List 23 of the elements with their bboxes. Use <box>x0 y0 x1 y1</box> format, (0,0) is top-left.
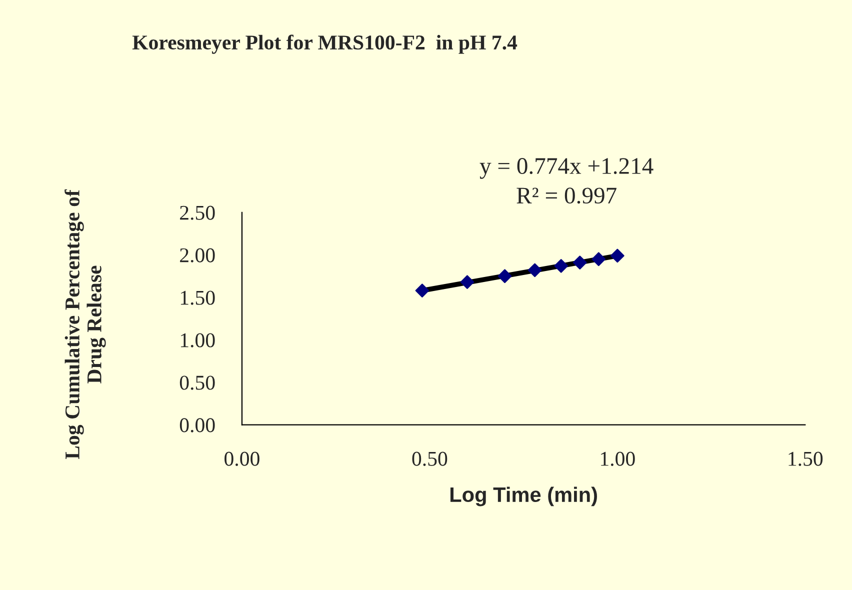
text: R² = 0.997 <box>516 188 616 204</box>
point <box>554 259 568 273</box>
point <box>498 269 512 284</box>
y-tick-label: 0.00 <box>180 418 215 432</box>
x-tick-label: 1.00 <box>601 452 635 466</box>
chart-title: Koresmeyer Plot for MRS100-F2 in pH 7.4 <box>132 34 518 54</box>
y-tick-label: 1.50 <box>180 290 215 305</box>
point <box>415 284 430 298</box>
y-tick-label: 2.50 <box>180 206 215 220</box>
point <box>528 263 542 278</box>
x-tick-label: 1.50 <box>788 452 823 466</box>
y-axis-title: Log Cumulative Percentage of Drug Release <box>64 189 106 460</box>
point <box>592 252 606 266</box>
y-tick-label: 2.00 <box>180 248 215 262</box>
point <box>610 248 624 263</box>
point <box>572 256 587 270</box>
x-axis-title: Log Time (min) <box>450 486 597 506</box>
point <box>460 275 474 289</box>
y-tick-label: 0.50 <box>180 376 215 390</box>
text: y = 0.774x +1.214 <box>480 158 654 179</box>
y-tick-label: 1.00 <box>180 333 215 348</box>
x-tick-label: 0.50 <box>412 452 448 466</box>
x-tick-label: 0.00 <box>224 452 260 466</box>
